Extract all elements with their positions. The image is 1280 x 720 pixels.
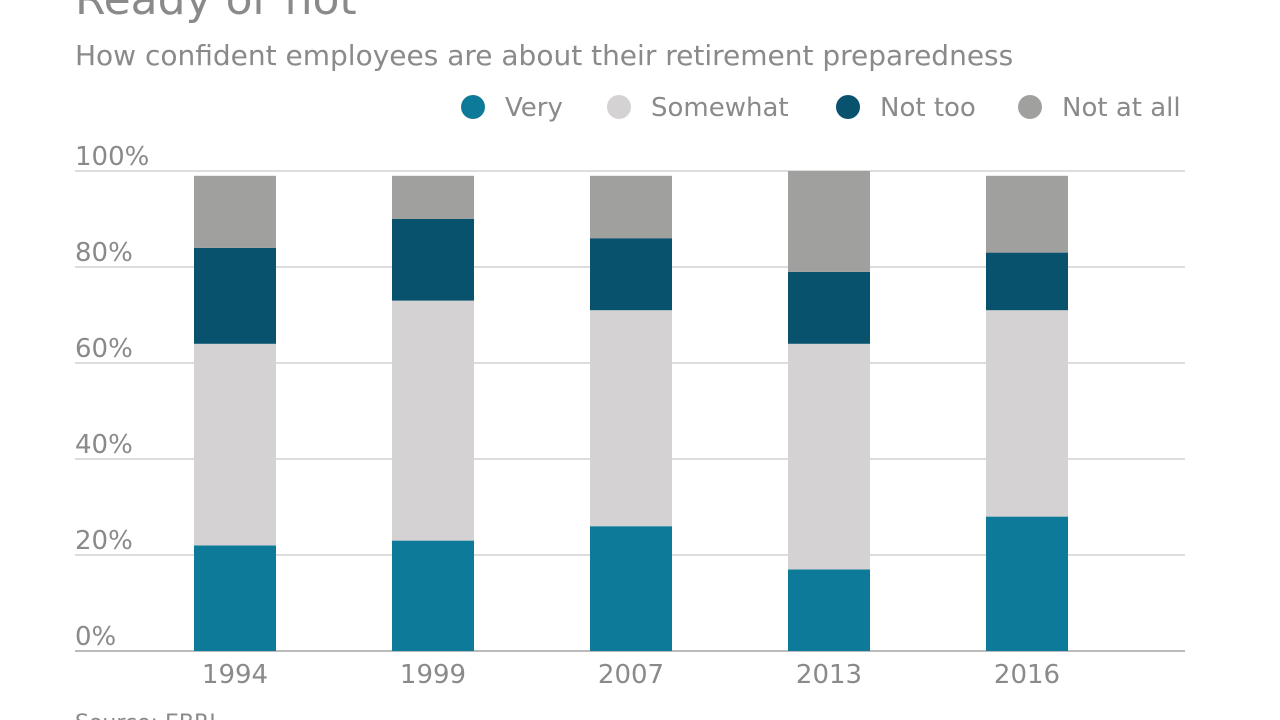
legend-label: Not at all [1062,93,1181,123]
bar-segment [194,175,276,248]
y-tick-label: 0% [75,622,116,652]
bar-segment [392,219,474,301]
bar-segment [788,343,870,570]
legend-label: Very [505,93,563,123]
bar-segment [986,175,1068,253]
bar-segment [590,310,672,527]
x-tick-label: 2013 [796,660,862,690]
bar-segment [590,238,672,311]
x-tick-label: 1994 [202,660,268,690]
bar-segment [392,175,474,219]
bar-segment [590,526,672,651]
bar-segment [392,300,474,541]
bar-segment [788,569,870,651]
bar-segment [986,310,1068,517]
bar-segment [194,247,276,344]
bar-segment [392,540,474,651]
y-tick-label: 100% [75,142,149,172]
legend-label: Somewhat [651,93,789,123]
y-tick-label: 80% [75,238,133,268]
source: Source: EBRI [75,711,216,720]
y-tick-label: 20% [75,526,133,556]
legend-marker [836,95,860,119]
legend-label: Not too [880,93,976,123]
bar-segment [194,343,276,546]
bar-segment [788,171,870,272]
legend-marker [1018,95,1042,119]
bar-segment [986,252,1068,311]
x-tick-label: 2016 [994,660,1060,690]
y-tick-label: 60% [75,334,133,364]
bar-segment [194,545,276,651]
legend-marker [461,95,485,119]
x-tick-label: 1999 [400,660,466,690]
chart-subtitle: How confident employees are about their … [75,39,1013,72]
bar-segment [788,271,870,344]
y-tick-label: 40% [75,430,133,460]
bar-segment [986,516,1068,651]
bar-segment [590,175,672,239]
chart-title: Ready or not [75,0,357,25]
x-tick-label: 2007 [598,660,664,690]
legend-marker [607,95,631,119]
